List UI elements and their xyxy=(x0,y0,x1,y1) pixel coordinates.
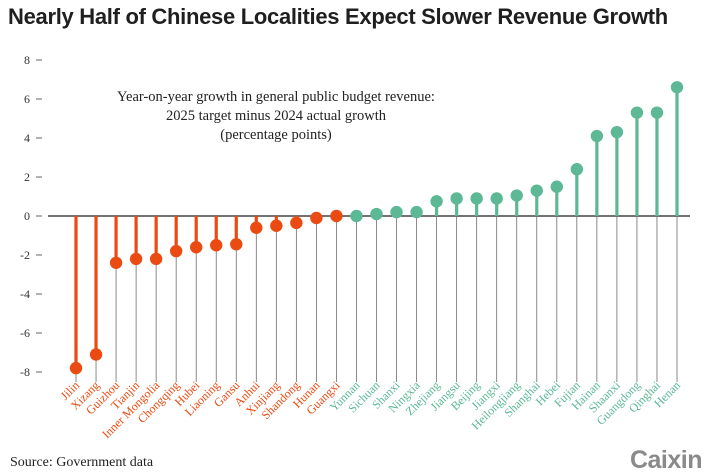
lollipop-dot xyxy=(190,241,203,254)
lollipop-dot xyxy=(210,239,223,252)
lollipop-dot xyxy=(169,244,183,258)
annotation-line-2: 2025 target minus 2024 actual growth xyxy=(165,108,386,124)
lollipop-dot xyxy=(650,106,664,119)
lollipop-dot xyxy=(430,195,443,208)
lollipop-dot xyxy=(89,348,103,361)
lollipop-dot xyxy=(410,205,423,219)
annotation-line-3: (percentage points) xyxy=(220,127,332,143)
lollipop-dot xyxy=(630,106,644,119)
source-note: Source: Government data xyxy=(10,455,154,470)
lollipop-dot xyxy=(490,192,503,205)
lollipop-dot xyxy=(310,211,323,225)
lollipop-dot xyxy=(550,180,563,193)
y-tick-label: 2 xyxy=(24,170,30,184)
y-tick-label: -2 xyxy=(20,248,30,262)
lollipop-dot xyxy=(270,219,283,232)
lollipop-dot xyxy=(129,252,143,266)
y-tick-label: 0 xyxy=(24,209,30,223)
lollipop-dot xyxy=(590,129,604,143)
lollipop-dot xyxy=(69,361,83,375)
lollipop-dot xyxy=(570,163,584,176)
y-tick-label: -8 xyxy=(20,365,30,379)
y-tick-label: -4 xyxy=(20,287,30,301)
lollipop-dot xyxy=(450,192,463,205)
lollipop-dot xyxy=(230,238,243,251)
caixin-logo: Caixin xyxy=(629,446,703,474)
annotation-line-1: Year-on-year growth in general public bu… xyxy=(117,89,435,105)
chart-annotation: Year-on-year growth in general public bu… xyxy=(76,88,476,145)
lollipop-dot xyxy=(290,216,303,230)
lollipop-dot xyxy=(350,209,363,223)
y-tick-label: 6 xyxy=(24,92,30,106)
y-tick-label: 8 xyxy=(24,53,30,67)
lollipop-dot xyxy=(149,252,163,266)
lollipop-dot xyxy=(109,256,123,269)
lollipop-dot xyxy=(470,192,483,205)
lollipop-dot xyxy=(670,81,684,94)
lollipop-dot xyxy=(610,125,624,139)
lollipop-dot xyxy=(370,207,383,221)
lollipop-dot xyxy=(250,221,263,234)
chart-title: Nearly Half of Chinese Localities Expect… xyxy=(8,4,668,29)
y-tick-label: 4 xyxy=(24,131,30,145)
lollipop-dot xyxy=(510,189,523,202)
lollipop-dot xyxy=(330,209,343,223)
lollipop-dot xyxy=(530,184,543,197)
y-tick-label: -6 xyxy=(20,326,30,340)
lollipop-dot xyxy=(390,205,403,219)
